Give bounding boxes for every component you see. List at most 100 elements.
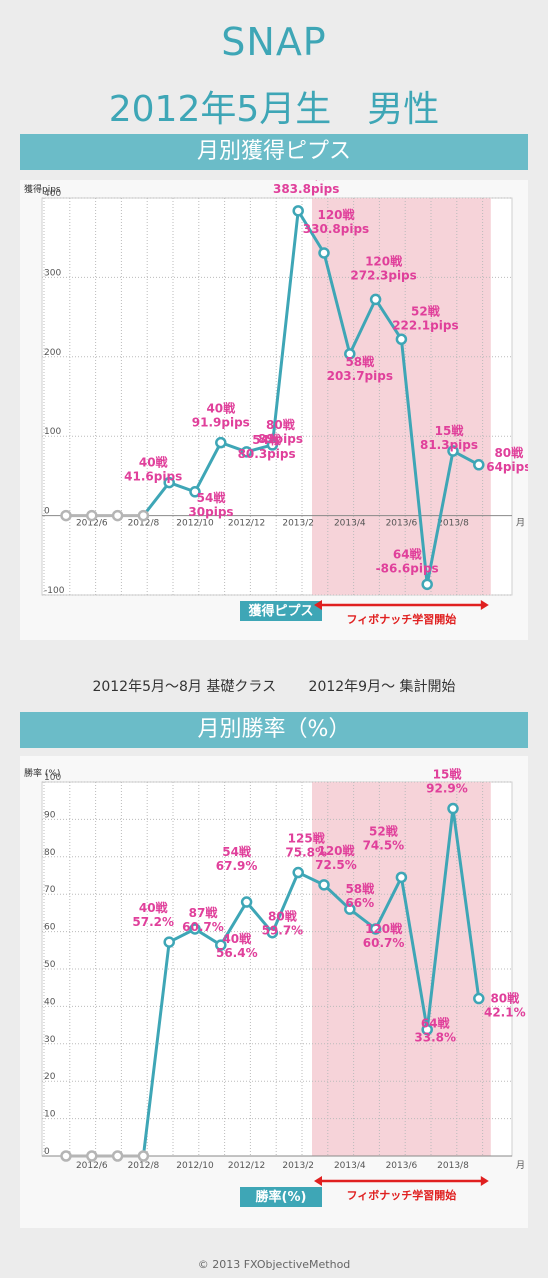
data-label: 54戦 80.3pips — [238, 432, 296, 461]
data-label: 40戦 56.4% — [216, 931, 258, 960]
data-label-line: 222.1pips — [392, 318, 458, 332]
data-label: 87戦 60.7% — [182, 905, 224, 934]
data-label-line: 120戦 — [317, 843, 355, 858]
data-label: 80戦 89pips — [258, 417, 303, 446]
data-label-line: 120戦 — [317, 207, 355, 222]
legend-box — [240, 601, 322, 621]
data-label-line: 75.8% — [285, 846, 327, 860]
data-label-line: 60.7% — [363, 936, 405, 950]
data-point — [318, 247, 330, 259]
note-basic-class: 2012年5月〜8月 基礎クラス — [92, 679, 277, 695]
data-label: 125戦383.8pips — [273, 180, 339, 196]
y-tick-label: 0 — [44, 507, 50, 517]
x-tick-label: 2013/4 — [334, 1161, 366, 1171]
y-tick-label: 400 — [44, 189, 61, 199]
data-label: 58戦 66% — [345, 881, 375, 910]
x-tick-label: 2012/6 — [76, 519, 108, 529]
y-tick-label: 40 — [44, 997, 56, 1007]
x-tick-label: 2012/10 — [176, 519, 214, 529]
data-point — [369, 923, 382, 935]
fibonacci-arrow-right-head — [480, 600, 489, 610]
data-label-line: 66% — [345, 896, 374, 910]
data-point — [292, 866, 304, 879]
data-point — [240, 896, 253, 908]
data-point — [369, 293, 382, 306]
x-tick-label: 2012/6 — [76, 1161, 108, 1171]
data-point — [215, 939, 227, 951]
data-point — [189, 923, 201, 935]
data-label-line: 15戦 — [433, 767, 463, 782]
data-label-line: 87戦 — [189, 905, 219, 920]
y-tick-label: 10 — [44, 1110, 56, 1120]
data-point — [473, 992, 485, 1005]
data-label-line: 64pips — [486, 460, 528, 474]
data-point — [447, 445, 459, 457]
data-label-line: 74.5% — [363, 838, 405, 852]
data-point — [137, 1150, 150, 1162]
fibonacci-label: フィボナッチ学習開始 — [347, 1188, 457, 1202]
data-label-line: 42.1% — [484, 1006, 526, 1020]
page-title: SNAP — [221, 20, 327, 64]
data-point — [215, 436, 227, 449]
data-point — [86, 1150, 98, 1162]
winrate-chart-banner: 月別勝率（%） — [20, 712, 528, 748]
data-label-line: 40戦 — [222, 931, 252, 946]
x-tick-label: 2013/4 — [334, 519, 366, 529]
y-axis-title: 勝率 (%) — [24, 767, 60, 779]
data-label-line: -86.6pips — [376, 561, 439, 575]
data-point — [60, 509, 72, 522]
x-tick-label: 2012/12 — [228, 519, 265, 529]
data-label-line: 80戦 — [266, 417, 296, 432]
data-label-line: 40戦 — [206, 401, 236, 416]
data-point — [344, 903, 356, 915]
data-label: 120戦 72.5% — [315, 843, 357, 872]
y-tick-label: 100 — [44, 427, 61, 437]
data-label-line: 91.9pips — [192, 416, 250, 430]
y-tick-label: 80 — [44, 848, 56, 858]
data-point — [318, 879, 330, 891]
y-tick-label: 30 — [44, 1035, 56, 1045]
data-label-line: 60.7% — [182, 920, 224, 934]
data-label-line: 125戦 — [288, 831, 326, 846]
fibonacci-arrow-left-head — [314, 600, 322, 610]
y-tick-label: 90 — [44, 810, 56, 820]
pips-chart-panel: -100 0 100 200 300 400 獲得pips 2012/6 2012/8 2012/… — [20, 180, 528, 640]
fibonacci-period-highlight — [312, 782, 491, 1156]
data-label-line: 383.8pips — [273, 182, 339, 196]
y-tick-label: 300 — [44, 268, 61, 278]
legend-box — [240, 1187, 322, 1207]
data-label-line: 52戦 — [411, 303, 441, 318]
data-label-line: 64戦 — [421, 1016, 451, 1031]
data-label-line: 40戦 — [139, 900, 169, 915]
data-label: 54戦 30pips — [188, 490, 233, 519]
x-tick-label: 2012/10 — [176, 1161, 214, 1171]
legend-label: 勝率(%) — [256, 1189, 307, 1205]
data-point — [395, 871, 408, 884]
x-tick-label: 2013/8 — [437, 519, 469, 529]
data-label-line: 58戦 — [345, 354, 375, 369]
data-point — [447, 802, 459, 815]
series-line — [142, 206, 480, 585]
data-label: 80戦 64pips — [486, 445, 528, 474]
data-label: 120戦 60.7% — [363, 921, 405, 950]
fibonacci-arrow-left-head — [314, 1176, 322, 1186]
data-point — [344, 348, 356, 360]
data-point — [137, 509, 150, 522]
data-label-line: 80戦 — [494, 445, 524, 460]
y-tick-label: 200 — [44, 348, 61, 358]
data-label: 120戦 272.3pips — [350, 253, 416, 282]
x-tick-label: 2013/6 — [386, 1161, 418, 1171]
y-tick-label: 100 — [44, 773, 61, 783]
data-label-line: 40戦 — [139, 455, 169, 470]
y-tick-label: 70 — [44, 885, 56, 895]
x-tick-label: 2013/2 — [282, 1161, 314, 1171]
data-label-line: 59.7% — [262, 924, 304, 938]
data-label: 40戦 57.2% — [132, 900, 174, 929]
data-label-line: 54戦 — [197, 490, 227, 505]
data-label-line: 41.6pips — [124, 470, 182, 484]
data-point — [86, 509, 98, 522]
data-label: 58戦 203.7pips — [327, 354, 393, 383]
data-label-line: 80戦 — [490, 991, 520, 1006]
